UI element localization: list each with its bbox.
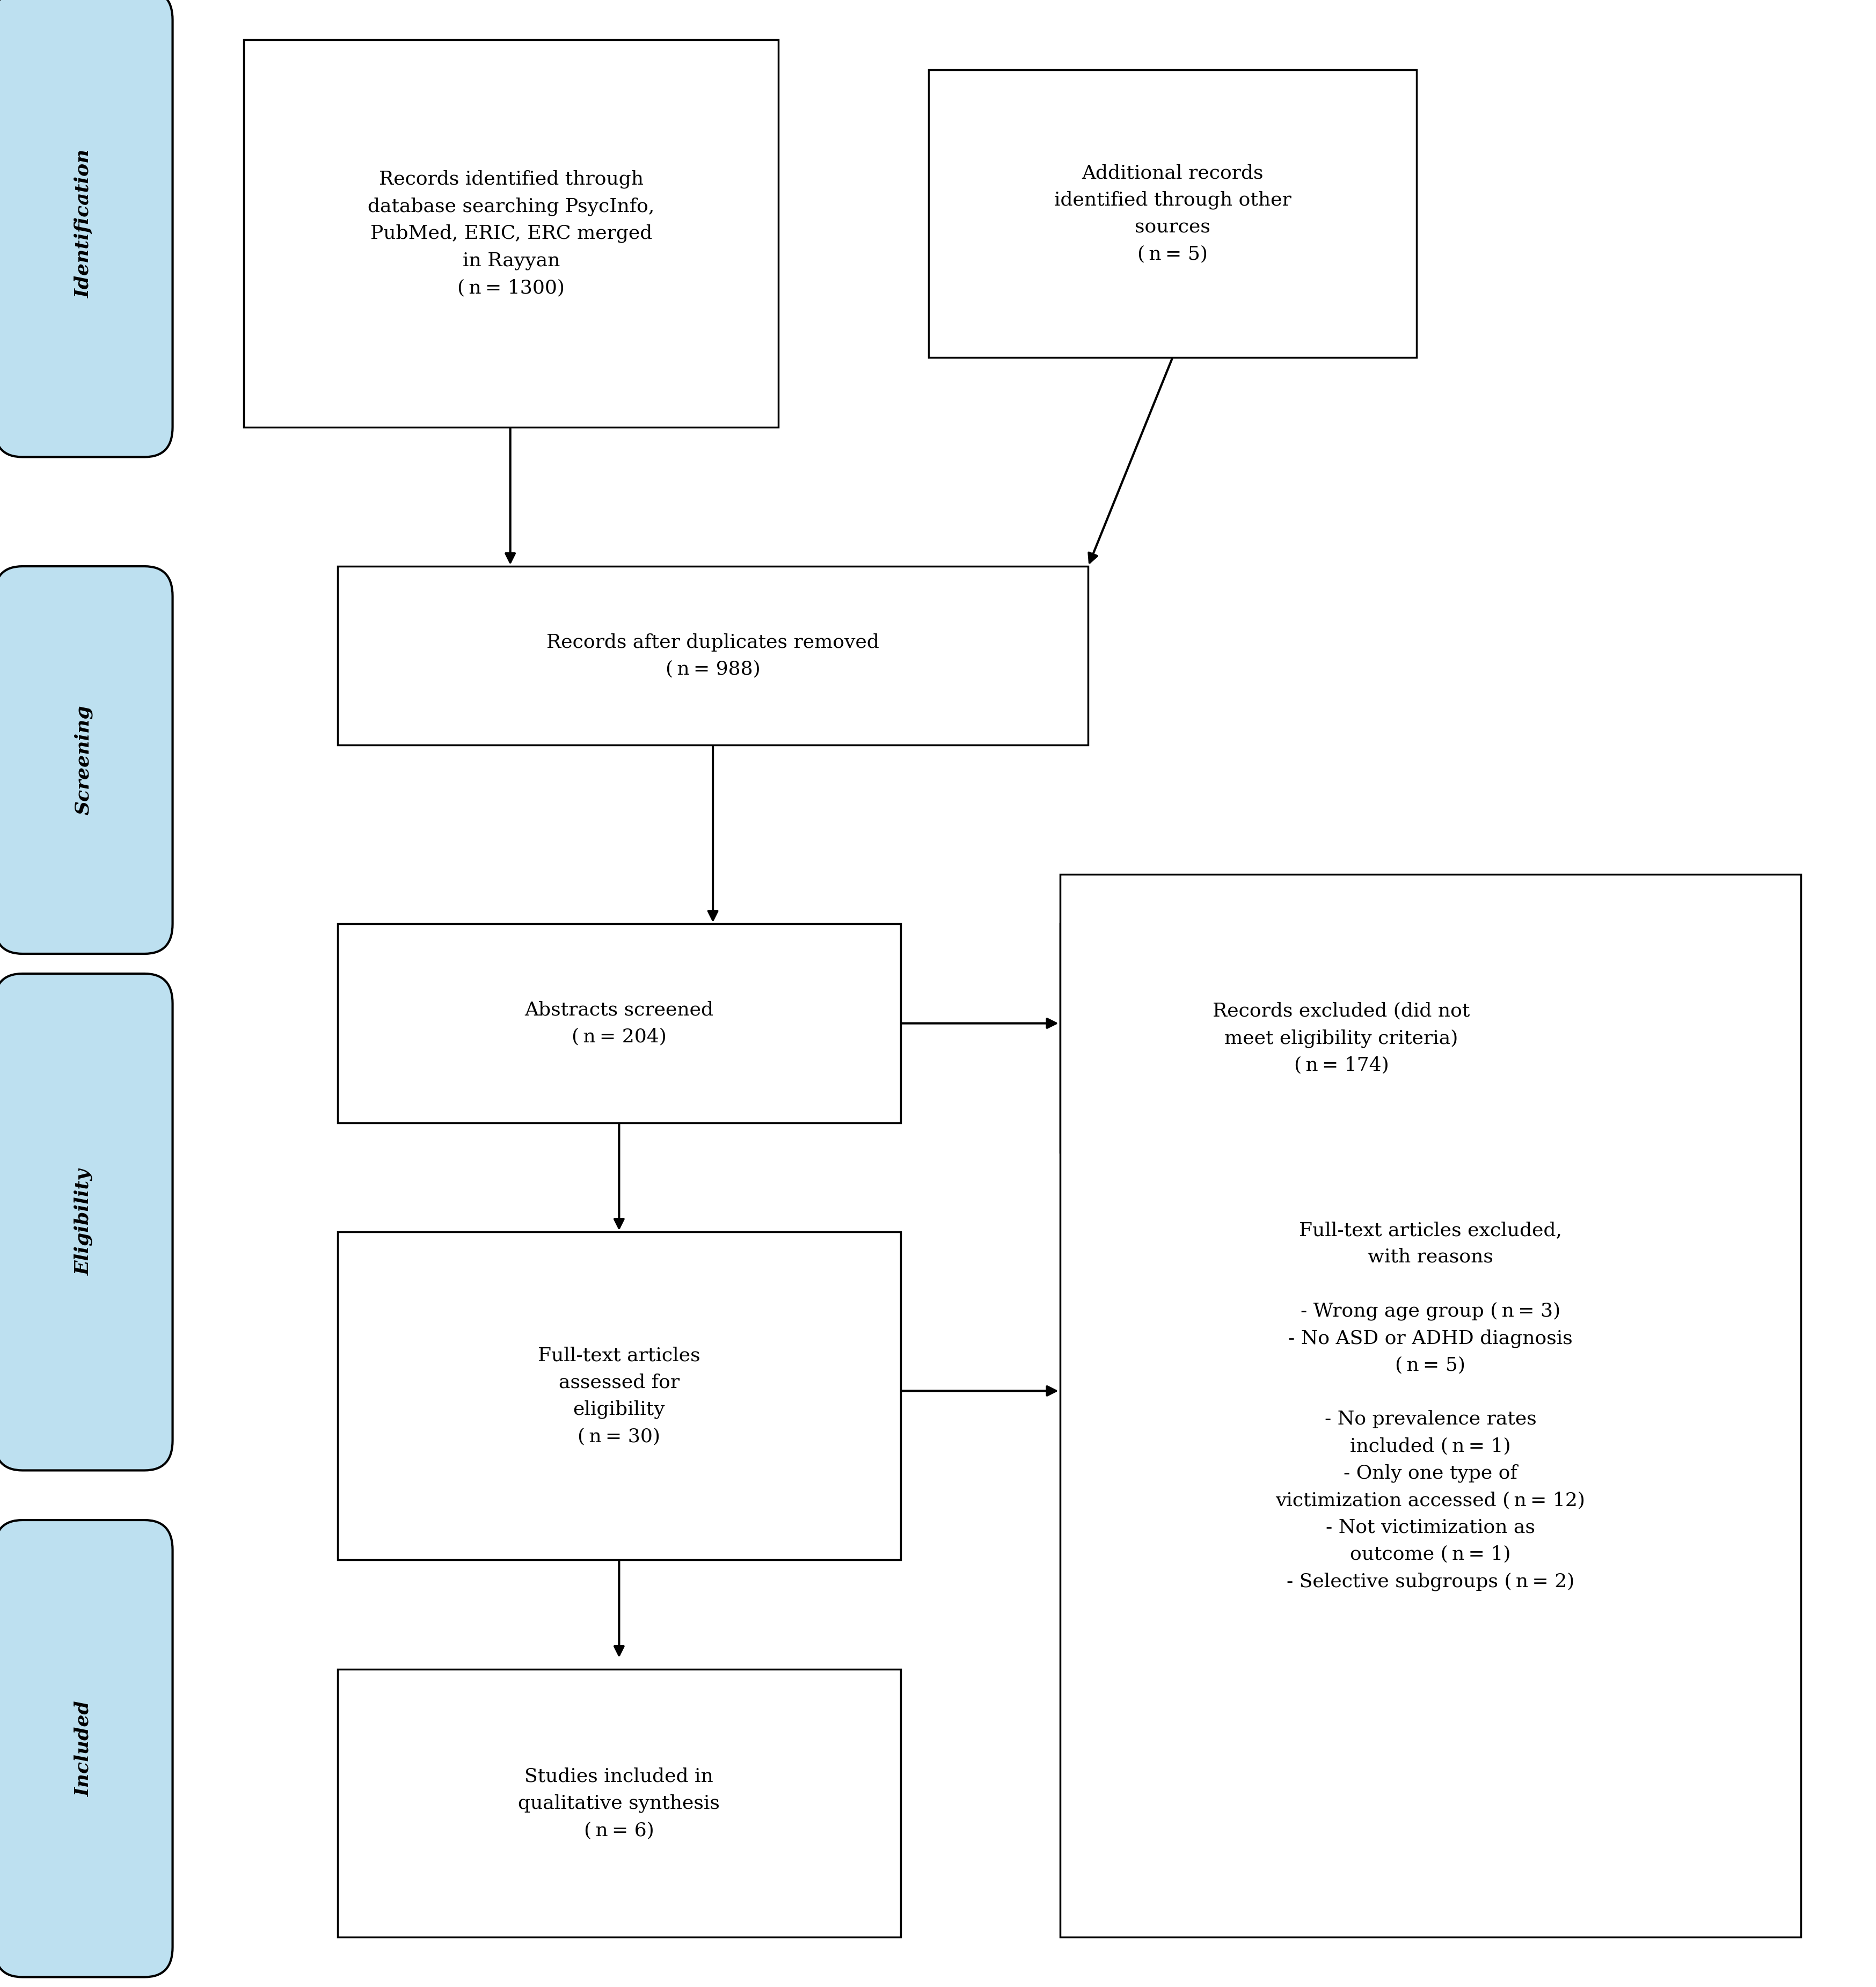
FancyBboxPatch shape bbox=[929, 70, 1416, 358]
FancyBboxPatch shape bbox=[0, 974, 173, 1470]
FancyBboxPatch shape bbox=[1060, 874, 1801, 1937]
Text: Abstracts screened
( n = 204): Abstracts screened ( n = 204) bbox=[525, 1001, 713, 1045]
Text: Included: Included bbox=[75, 1701, 92, 1796]
FancyBboxPatch shape bbox=[338, 1669, 900, 1937]
FancyBboxPatch shape bbox=[0, 0, 173, 457]
FancyBboxPatch shape bbox=[338, 566, 1088, 745]
Text: Additional records
identified through other
sources
( n = 5): Additional records identified through ot… bbox=[1054, 165, 1291, 264]
Text: Screening: Screening bbox=[75, 705, 92, 815]
Text: Records excluded (did not
meet eligibility criteria)
( n = 174): Records excluded (did not meet eligibili… bbox=[1212, 1001, 1471, 1075]
FancyBboxPatch shape bbox=[0, 1520, 173, 1977]
Text: Identification: Identification bbox=[75, 149, 92, 298]
Text: Records after duplicates removed
( n = 988): Records after duplicates removed ( n = 9… bbox=[546, 634, 880, 678]
Text: Studies included in
qualitative synthesis
( n = 6): Studies included in qualitative synthesi… bbox=[518, 1766, 720, 1840]
Text: Eligibility: Eligibility bbox=[75, 1168, 92, 1276]
FancyBboxPatch shape bbox=[338, 1232, 900, 1560]
Text: Records identified through
database searching PsycInfo,
PubMed, ERIC, ERC merged: Records identified through database sear… bbox=[368, 171, 655, 296]
FancyBboxPatch shape bbox=[338, 924, 900, 1123]
Text: Full-text articles excluded,
with reasons

- Wrong age group ( n = 3)
- No ASD o: Full-text articles excluded, with reason… bbox=[1276, 1220, 1585, 1592]
FancyBboxPatch shape bbox=[1060, 924, 1623, 1152]
Text: Full-text articles
assessed for
eligibility
( n = 30): Full-text articles assessed for eligibil… bbox=[538, 1347, 700, 1447]
FancyBboxPatch shape bbox=[0, 566, 173, 954]
FancyBboxPatch shape bbox=[244, 40, 779, 427]
